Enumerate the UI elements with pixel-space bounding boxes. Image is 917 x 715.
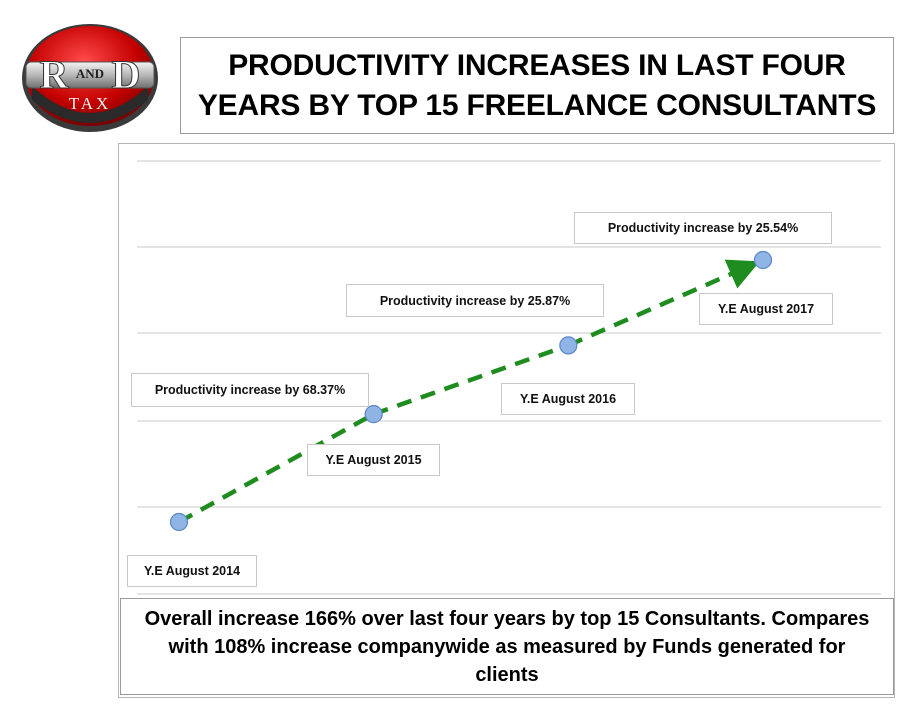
annotation-label-3: Productivity increase by 25.54% xyxy=(574,212,832,244)
category-label-2015: Y.E August 2015 xyxy=(307,444,440,476)
category-label-2017: Y.E August 2017 xyxy=(699,293,833,325)
category-label-2014: Y.E August 2014 xyxy=(127,555,257,587)
series-segment-3 xyxy=(567,259,760,348)
series-segment-2 xyxy=(372,343,570,417)
category-label-2016: Y.E August 2016 xyxy=(501,383,635,415)
chart-plot xyxy=(137,160,881,595)
logo-letter-d: D xyxy=(111,52,141,97)
logo-letter-r: R xyxy=(39,52,69,97)
title-line-2: YEARS BY TOP 15 FREELANCE CONSULTANTS xyxy=(197,88,877,122)
logo-tax-text: TAX xyxy=(68,94,112,113)
data-point-1 xyxy=(169,512,189,532)
summary-text: Overall increase 166% over last four yea… xyxy=(144,607,870,686)
annotation-label-1: Productivity increase by 68.37% xyxy=(131,373,369,407)
data-point-4 xyxy=(753,250,773,270)
series-segment-1 xyxy=(177,412,375,524)
data-point-2 xyxy=(364,405,383,424)
logo-graphic xyxy=(22,24,158,132)
annotation-label-2: Productivity increase by 25.87% xyxy=(346,284,604,317)
logo-and-text: AND xyxy=(75,66,105,81)
title-line-1: PRODUCTIVITY INCREASES IN LAST FOUR xyxy=(228,48,846,82)
page-title: PRODUCTIVITY INCREASES IN LAST FOUR YEAR… xyxy=(180,37,894,134)
data-point-3 xyxy=(559,336,578,355)
summary-box: Overall increase 166% over last four yea… xyxy=(120,598,894,695)
company-logo: R AND D TAX xyxy=(20,20,160,132)
